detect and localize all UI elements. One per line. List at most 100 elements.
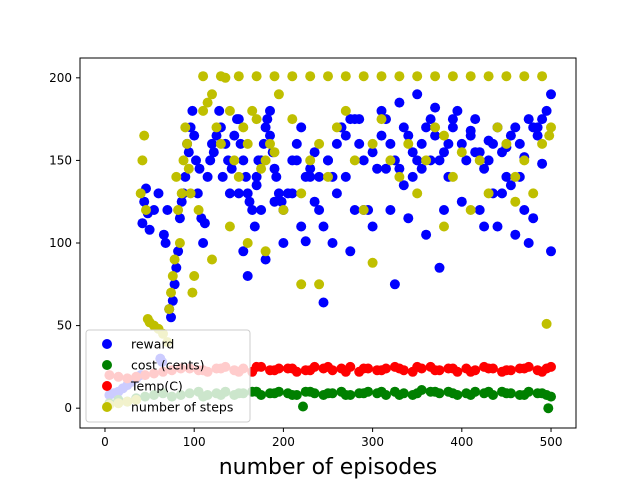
point-temp-c	[412, 361, 423, 372]
point-number-of-steps	[137, 155, 148, 166]
point-cost-cents	[430, 386, 441, 397]
point-reward	[447, 114, 458, 125]
point-reward	[192, 188, 203, 199]
point-number-of-steps	[211, 122, 222, 133]
point-cost-cents	[287, 390, 298, 400]
point-reward	[541, 105, 552, 116]
point-cost-cents	[298, 401, 308, 412]
point-number-of-steps	[465, 205, 476, 215]
point-reward	[260, 254, 271, 265]
point-number-of-steps	[189, 271, 200, 281]
point-reward	[240, 171, 251, 182]
point-cost-cents	[305, 386, 316, 397]
point-cost-cents	[537, 388, 548, 399]
point-reward	[296, 221, 307, 232]
point-temp-c	[287, 363, 298, 374]
point-cost-cents	[269, 388, 280, 399]
point-number-of-steps	[215, 138, 226, 149]
point-cost-cents	[465, 390, 476, 400]
point-number-of-steps	[167, 271, 178, 281]
point-number-of-steps	[465, 71, 476, 82]
point-reward	[305, 163, 316, 174]
point-reward	[137, 218, 148, 229]
point-reward	[537, 114, 548, 125]
x-tick-label: 200	[272, 435, 295, 449]
point-number-of-steps	[483, 188, 494, 199]
point-number-of-steps	[385, 155, 396, 166]
point-number-of-steps	[510, 171, 521, 182]
point-number-of-steps	[412, 188, 423, 199]
point-number-of-steps	[367, 257, 378, 268]
point-reward	[309, 147, 320, 158]
point-number-of-steps	[314, 279, 325, 290]
point-reward	[340, 130, 351, 141]
point-reward	[194, 163, 205, 174]
point-reward	[160, 238, 171, 248]
point-cost-cents	[483, 386, 494, 397]
point-number-of-steps	[541, 318, 552, 329]
point-reward	[278, 238, 289, 248]
point-number-of-steps	[178, 155, 189, 166]
point-number-of-steps	[492, 122, 503, 133]
point-reward	[233, 114, 244, 125]
point-number-of-steps	[224, 105, 235, 116]
point-reward	[242, 188, 253, 199]
point-number-of-steps	[376, 71, 387, 82]
point-reward	[430, 130, 441, 141]
point-number-of-steps	[323, 71, 333, 82]
point-number-of-steps	[403, 138, 414, 149]
point-reward	[546, 89, 556, 100]
point-number-of-steps	[224, 221, 235, 232]
point-reward	[537, 158, 548, 169]
legend-marker	[102, 381, 112, 391]
point-number-of-steps	[349, 155, 360, 166]
point-reward	[385, 205, 396, 215]
legend-label: reward	[131, 337, 174, 352]
legend-label: number of steps	[131, 400, 233, 415]
point-number-of-steps	[519, 155, 530, 166]
point-number-of-steps	[528, 188, 539, 199]
point-cost-cents	[251, 386, 262, 397]
x-axis-title: number of episodes	[219, 455, 438, 480]
point-number-of-steps	[176, 188, 187, 199]
point-number-of-steps	[394, 171, 405, 182]
point-number-of-steps	[439, 130, 449, 141]
point-cost-cents	[543, 403, 554, 414]
point-number-of-steps	[233, 71, 244, 82]
point-cost-cents	[501, 388, 512, 399]
point-reward	[224, 188, 235, 199]
point-temp-c	[305, 365, 316, 376]
point-temp-c	[323, 361, 333, 372]
point-reward	[398, 122, 409, 133]
point-number-of-steps	[331, 122, 342, 133]
point-reward	[226, 163, 237, 174]
point-reward	[381, 163, 391, 174]
point-number-of-steps	[233, 171, 244, 182]
point-reward	[546, 246, 556, 257]
point-number-of-steps	[519, 71, 530, 82]
point-reward	[358, 155, 369, 166]
point-reward	[456, 196, 467, 207]
point-reward	[523, 114, 534, 125]
point-reward	[505, 130, 516, 141]
point-reward	[403, 130, 414, 141]
point-reward	[354, 138, 365, 149]
point-temp-c	[447, 363, 458, 374]
point-reward	[376, 105, 387, 116]
point-number-of-steps	[430, 122, 441, 133]
point-reward	[191, 155, 201, 166]
point-reward	[273, 188, 284, 199]
point-reward	[452, 105, 463, 116]
point-number-of-steps	[173, 205, 184, 215]
point-reward	[247, 205, 258, 215]
point-temp-c	[519, 363, 530, 374]
point-reward	[183, 147, 194, 158]
point-temp-c	[430, 365, 441, 376]
point-reward	[207, 138, 217, 149]
point-number-of-steps	[260, 155, 271, 166]
point-reward	[174, 213, 185, 224]
point-reward	[532, 130, 543, 141]
legend: reward cost (cents) Temp(C) number of steps	[85, 329, 251, 423]
point-reward	[189, 130, 200, 141]
point-number-of-steps	[546, 122, 556, 133]
